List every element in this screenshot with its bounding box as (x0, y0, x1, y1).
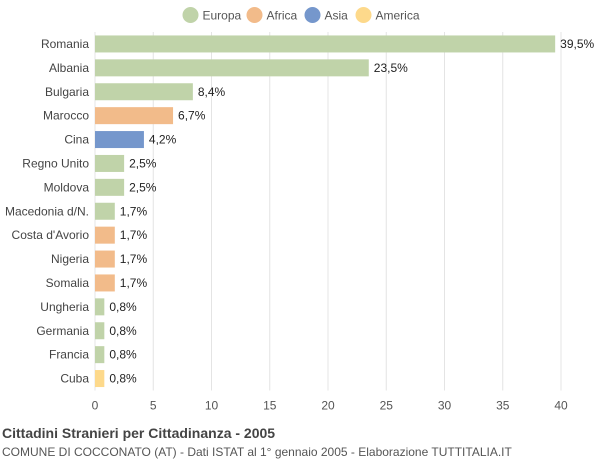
bar-cuba (95, 370, 105, 388)
x-tick-label-30: 30 (438, 399, 452, 413)
category-label-albania: Albania (49, 61, 89, 75)
value-label-marocco: 6,7% (178, 109, 206, 123)
value-label-francia: 0,8% (109, 348, 137, 362)
category-label-nigeria: Nigeria (51, 252, 89, 266)
legend-swatch-america (355, 7, 372, 23)
value-label-costa-d-avorio: 1,7% (120, 228, 148, 242)
category-label-marocco: Marocco (43, 109, 89, 123)
value-label-romania: 39,5% (560, 37, 594, 51)
bar-moldova (95, 178, 125, 196)
category-label-moldova: Moldova (44, 180, 90, 194)
x-tick-label-40: 40 (554, 399, 568, 413)
bar-costa-d-avorio (95, 226, 115, 244)
x-tick-label-10: 10 (205, 399, 219, 413)
legend-label-america: America (376, 9, 420, 23)
legend-swatch-africa (246, 7, 263, 23)
category-label-germania: Germania (36, 324, 89, 338)
bar-regno-unito (95, 154, 125, 172)
bar-somalia (95, 274, 115, 292)
category-label-romania: Romania (41, 37, 89, 51)
value-label-cina: 4,2% (149, 133, 177, 147)
value-label-ungheria: 0,8% (109, 300, 137, 314)
value-label-somalia: 1,7% (120, 276, 148, 290)
bar-bulgaria (95, 83, 193, 101)
value-label-nigeria: 1,7% (120, 252, 148, 266)
value-label-bulgaria: 8,4% (198, 85, 226, 99)
category-label-cina: Cina (64, 133, 89, 147)
legend-label-europa: Europa (203, 9, 242, 23)
legend-swatch-asia (304, 7, 321, 23)
legend: Europa Africa Asia America (182, 7, 420, 23)
category-label-francia: Francia (49, 348, 89, 362)
category-label-costa-d-avorio: Costa d'Avorio (12, 228, 90, 242)
chart-subtitle: COMUNE DI COCCONATO (AT) - Dati ISTAT al… (2, 445, 512, 459)
bars (95, 35, 556, 388)
bar-romania (95, 35, 556, 53)
x-tick-label-5: 5 (150, 399, 157, 413)
bar-francia (95, 346, 105, 364)
value-label-moldova: 2,5% (129, 180, 157, 194)
category-label-bulgaria: Bulgaria (45, 85, 89, 99)
category-label-cuba: Cuba (60, 372, 89, 386)
bar-germania (95, 322, 105, 340)
bar-marocco (95, 107, 174, 125)
value-label-cuba: 0,8% (109, 372, 137, 386)
category-labels: Romania Albania Bulgaria Marocco Cina Regno U… (5, 37, 89, 386)
value-label-macedonia-d-n: 1,7% (120, 204, 148, 218)
x-tick-label-20: 20 (321, 399, 335, 413)
chart-title: Cittadini Stranieri per Cittadinanza - 2… (2, 425, 276, 441)
legend-label-asia: Asia (325, 9, 349, 23)
bar-cina (95, 131, 144, 149)
value-label-germania: 0,8% (109, 324, 137, 338)
bar-macedonia-d-n (95, 202, 115, 220)
x-tick-label-35: 35 (496, 399, 510, 413)
legend-swatch-europa (182, 7, 199, 23)
bar-nigeria (95, 250, 115, 268)
value-label-albania: 23,5% (374, 61, 408, 75)
category-label-ungheria: Ungheria (40, 300, 89, 314)
value-label-regno-unito: 2,5% (129, 156, 157, 170)
x-tick-label-25: 25 (380, 399, 394, 413)
legend-label-africa: Africa (267, 9, 298, 23)
bar-albania (95, 59, 369, 77)
value-labels: 39,5% 23,5% 8,4% 6,7%4,2% 2,5% 2,5% 1,7% 1,7% 1,… (109, 37, 594, 386)
x-tick-label-0: 0 (92, 399, 99, 413)
x-axis-ticks: 0 5 10 15 20 25 30 35 40 (92, 399, 568, 413)
category-label-somalia: Somalia (46, 276, 90, 290)
x-tick-label-15: 15 (263, 399, 277, 413)
bar-ungheria (95, 298, 105, 316)
category-label-regno-unito: Regno Unito (22, 156, 89, 170)
category-label-macedonia-d-n: Macedonia d/N. (5, 204, 89, 218)
